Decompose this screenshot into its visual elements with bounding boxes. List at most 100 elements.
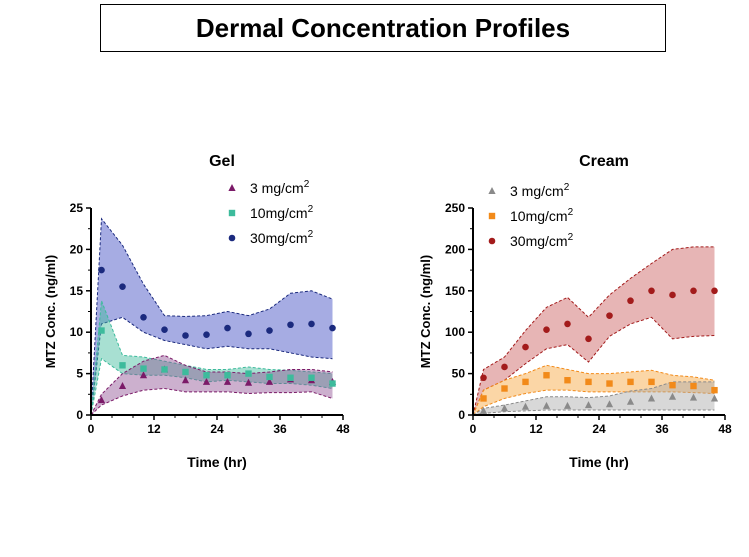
chart-gel: 0 5 10 15 20 25 0 12 24 36 48 Time (hr) MTZ Conc. (n…	[43, 153, 350, 470]
data-point	[521, 402, 530, 410]
data-point	[585, 335, 592, 343]
data-point	[329, 380, 336, 387]
band-upper-line-2	[90, 217, 333, 416]
y-tick-label: 5	[76, 367, 83, 381]
data-point	[584, 401, 593, 409]
data-point	[543, 372, 550, 379]
data-point	[605, 400, 614, 408]
data-point	[627, 378, 634, 386]
data-point	[501, 385, 508, 392]
band-upper-line-1	[90, 300, 333, 416]
data-point	[287, 374, 294, 381]
legend-marker	[228, 209, 236, 217]
legend-label: 10mg/cm2	[510, 207, 574, 224]
x-tick-label: 0	[470, 422, 477, 436]
data-point	[626, 397, 635, 405]
x-tick-label: 0	[88, 422, 95, 436]
data-point	[245, 330, 252, 338]
data-point	[265, 377, 274, 385]
band-lower-line-0	[90, 388, 333, 416]
data-point	[287, 321, 294, 329]
band-lower-line-0	[472, 409, 715, 416]
data-point	[710, 394, 719, 402]
x-tick-label: 12	[147, 422, 161, 436]
band-1	[473, 365, 715, 415]
data-point	[606, 380, 613, 387]
y-tick-label: 10	[70, 325, 84, 339]
y-tick-label: 25	[70, 201, 84, 215]
data-point	[522, 343, 529, 351]
data-point	[563, 401, 572, 409]
data-point	[266, 327, 273, 334]
data-point	[119, 283, 126, 290]
data-point	[223, 377, 232, 385]
band-upper-line-1	[472, 364, 715, 416]
data-point	[648, 287, 655, 295]
legend-label: 3 mg/cm2	[250, 179, 310, 196]
data-point	[564, 320, 571, 328]
chart-title-box: Dermal Concentration Profiles	[100, 4, 666, 52]
data-point	[266, 373, 273, 381]
data-point	[182, 368, 189, 376]
y-tick-label: 15	[70, 284, 84, 298]
legend-marker	[488, 212, 496, 220]
legend-label-superscript: 2	[568, 207, 574, 218]
band-1	[91, 300, 333, 415]
x-tick-label: 24	[592, 422, 606, 436]
data-point	[224, 324, 231, 332]
x-tick-label: 48	[336, 422, 350, 436]
data-point	[244, 378, 253, 386]
data-point	[161, 366, 168, 373]
y-tick-label: 250	[445, 201, 465, 215]
legend-label: 10mg/cm2	[250, 204, 314, 221]
x-tick-label: 12	[529, 422, 543, 436]
band-upper-line-0	[90, 354, 333, 416]
subplot-title: Gel	[209, 153, 235, 170]
data-point	[202, 377, 211, 385]
data-point	[161, 326, 168, 334]
data-point	[542, 401, 551, 409]
data-point	[98, 266, 105, 274]
data-point	[564, 377, 571, 384]
data-point	[543, 326, 550, 334]
data-point	[711, 287, 718, 295]
y-tick-label: 0	[76, 408, 83, 422]
data-point	[668, 392, 677, 400]
data-point	[711, 386, 718, 394]
y-tick-label: 0	[458, 408, 465, 422]
data-point	[97, 396, 106, 404]
y-tick-label: 50	[452, 367, 466, 381]
legend-marker	[228, 184, 236, 191]
band-0	[473, 381, 715, 415]
data-point	[480, 395, 487, 402]
legend-label-superscript: 2	[308, 204, 314, 215]
data-point	[203, 331, 210, 338]
page-title: Dermal Concentration Profiles	[195, 12, 571, 43]
data-point	[140, 313, 147, 321]
legend-label-superscript: 2	[308, 229, 314, 240]
x-tick-label: 24	[210, 422, 224, 436]
data-point	[689, 393, 698, 401]
data-point	[140, 365, 147, 372]
x-axis-label: Time (hr)	[187, 454, 247, 470]
data-point	[480, 374, 487, 382]
data-point	[98, 327, 105, 334]
data-point	[647, 394, 656, 402]
data-point	[182, 332, 189, 339]
data-point	[500, 404, 509, 412]
y-tick-label: 150	[445, 284, 465, 298]
x-tick-label: 36	[273, 422, 287, 436]
y-tick-label: 100	[445, 325, 465, 339]
data-point	[479, 406, 488, 414]
y-tick-label: 200	[445, 242, 465, 256]
legend-label: 30mg/cm2	[510, 232, 574, 249]
chart-cream: 0 50 100 150 200 250 0 12 24 36 48 Time (hr) MTZ Con…	[418, 153, 732, 470]
x-tick-label: 48	[718, 422, 732, 436]
data-point	[329, 324, 336, 332]
data-point	[118, 382, 127, 390]
data-point	[690, 382, 697, 390]
data-point	[119, 362, 126, 369]
data-point	[669, 291, 676, 299]
y-tick-label: 20	[70, 242, 84, 256]
